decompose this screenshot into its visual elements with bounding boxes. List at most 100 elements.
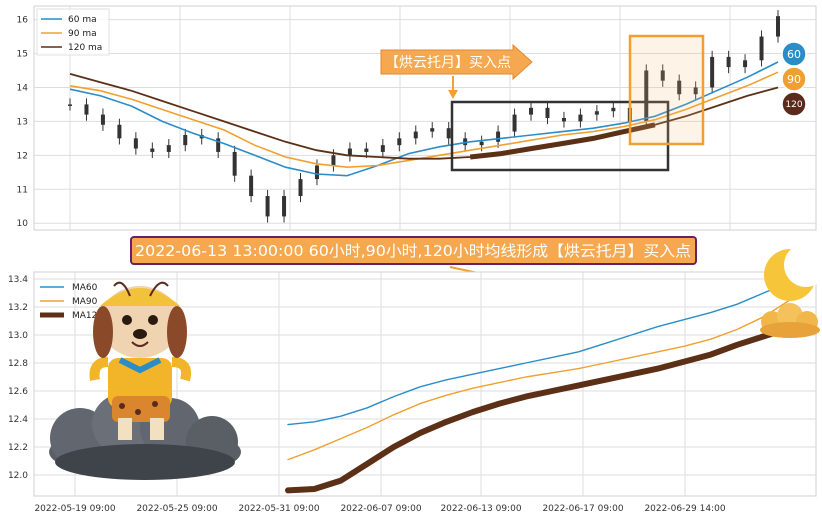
price-candle-38 — [693, 87, 698, 95]
price-candle-22 — [430, 128, 435, 132]
bottom-x-tick-3: 2022-06-07 09:00 — [340, 504, 421, 514]
price-candle-42 — [759, 36, 764, 61]
top-ma-lines — [69, 61, 779, 177]
dog-body — [89, 357, 192, 440]
top-series-line-2 — [69, 73, 779, 160]
price-candle-31 — [578, 114, 583, 122]
price-candle-5 — [150, 148, 155, 152]
top-chart-panel: 10 11 12 13 14 15 16 【烘云托月】买入点 60 ma 90 ma 120… — [17, 5, 817, 231]
top-y-tick-15: 15 — [17, 50, 28, 60]
bottom-y-tick-12.2: 12.2 — [8, 443, 28, 453]
price-candle-21 — [413, 131, 418, 139]
buy-point-pointer-head — [448, 90, 458, 99]
price-candle-33 — [611, 107, 616, 112]
price-candle-9 — [216, 138, 221, 152]
price-candle-30 — [561, 118, 566, 122]
bottom-x-axis: 2022-05-19 09:00 2022-05-25 09:00 2022-05-… — [34, 504, 725, 514]
bottom-x-tick-0: 2022-05-19 09:00 — [34, 504, 115, 514]
price-candle-28 — [529, 107, 534, 115]
legend-label-90ma: 90 ma — [68, 29, 97, 39]
price-candle-2 — [100, 114, 105, 125]
price-candle-36 — [660, 70, 665, 81]
legend-label-60ma: 60 ma — [68, 15, 97, 25]
top-y-tick-12: 12 — [17, 151, 28, 161]
bottom-x-tick-1: 2022-05-25 09:00 — [136, 504, 217, 514]
price-candle-0 — [68, 104, 72, 106]
price-candle-26 — [496, 131, 501, 142]
badge-90-label: 90 — [787, 73, 801, 86]
top-legend-box — [36, 8, 110, 56]
price-candle-27 — [512, 114, 517, 132]
bottom-series-line-2 — [285, 325, 793, 494]
price-candle-1 — [84, 104, 89, 115]
bottom-ma-lines — [285, 281, 793, 494]
price-candle-7 — [183, 134, 188, 146]
price-candle-19 — [380, 145, 385, 152]
top-grid — [34, 6, 816, 230]
legend-label-MA60: MA60 — [72, 283, 98, 293]
top-y-tick-16: 16 — [17, 16, 29, 26]
bottom-y-tick-13.0: 13.0 — [8, 331, 28, 341]
price-candle-6 — [166, 145, 171, 152]
price-candle-32 — [594, 111, 599, 115]
bottom-y-tick-12.8: 12.8 — [8, 359, 28, 369]
badge-60-label: 60 — [787, 48, 801, 61]
price-candle-41 — [743, 60, 748, 68]
top-legend: 60 ma 90 ma 120 ma — [36, 8, 110, 56]
price-candle-4 — [133, 138, 138, 149]
bottom-y-tick-13.2: 13.2 — [8, 303, 28, 313]
bottom-y-tick-13.4: 13.4 — [8, 275, 28, 285]
price-candle-12 — [265, 196, 270, 217]
top-y-tick-10: 10 — [17, 219, 29, 229]
top-y-tick-11: 11 — [17, 185, 28, 195]
badge-90 — [781, 66, 807, 92]
bottom-y-tick-12.0: 12.0 — [8, 471, 28, 481]
moon-on-cloud-illustration — [760, 243, 822, 338]
bottom-y-tick-12.6: 12.6 — [8, 387, 28, 397]
price-candle-25 — [479, 141, 484, 146]
price-candle-29 — [545, 107, 550, 118]
cartoon-dog-illustration — [49, 281, 241, 480]
bottom-legend: MA60 MA90 MA120 — [40, 283, 103, 321]
price-candle-16 — [331, 155, 336, 166]
price-candle-14 — [298, 179, 303, 197]
price-candle-23 — [446, 128, 451, 139]
price-candle-39 — [710, 56, 715, 88]
top-plot-area — [33, 5, 817, 231]
legend-label-MA90: MA90 — [72, 297, 98, 307]
bottom-x-tick-5: 2022-06-17 09:00 — [542, 504, 623, 514]
price-candle-20 — [397, 138, 402, 146]
price-candle-18 — [364, 148, 369, 152]
price-candle-3 — [117, 124, 122, 139]
bottom-series-line-0 — [287, 281, 791, 426]
top-series-line-0 — [69, 61, 779, 177]
price-candle-35 — [644, 70, 649, 122]
badge-60 — [781, 41, 807, 67]
bottom-y-tick-12.4: 12.4 — [8, 415, 28, 425]
price-candle-13 — [282, 196, 287, 217]
top-y-tick-13: 13 — [17, 117, 28, 127]
legend-label-MA120: MA120 — [72, 311, 103, 321]
price-candle-24 — [463, 138, 468, 146]
ma-badges: 60 90 120 — [781, 41, 807, 117]
price-candles — [68, 10, 780, 223]
signal-banner-box — [130, 236, 697, 265]
price-candle-15 — [314, 165, 319, 180]
buy-point-callout: 【烘云托月】买入点 — [380, 43, 533, 99]
price-candle-37 — [677, 80, 682, 95]
top-120ma-highlight — [469, 122, 656, 160]
buy-point-label: 【烘云托月】买入点 — [385, 55, 511, 71]
badge-120 — [781, 91, 807, 117]
signal-banner: 2022-06-13 13:00:00 60小时,90小时,120小时均线形成【… — [130, 236, 697, 287]
dog-head — [93, 281, 187, 358]
bottom-x-tick-2: 2022-05-31 09:00 — [238, 504, 319, 514]
price-candle-40 — [726, 56, 731, 68]
bottom-series-line-1 — [287, 299, 791, 461]
breakout-box — [628, 34, 705, 146]
price-candle-10 — [232, 151, 237, 176]
price-candle-11 — [249, 175, 254, 197]
consolidation-box — [450, 100, 670, 172]
bottom-y-axis: 12.0 12.2 12.4 12.6 12.8 13.0 13.2 13.4 — [8, 275, 28, 481]
buy-point-arrow-shape — [380, 43, 533, 81]
